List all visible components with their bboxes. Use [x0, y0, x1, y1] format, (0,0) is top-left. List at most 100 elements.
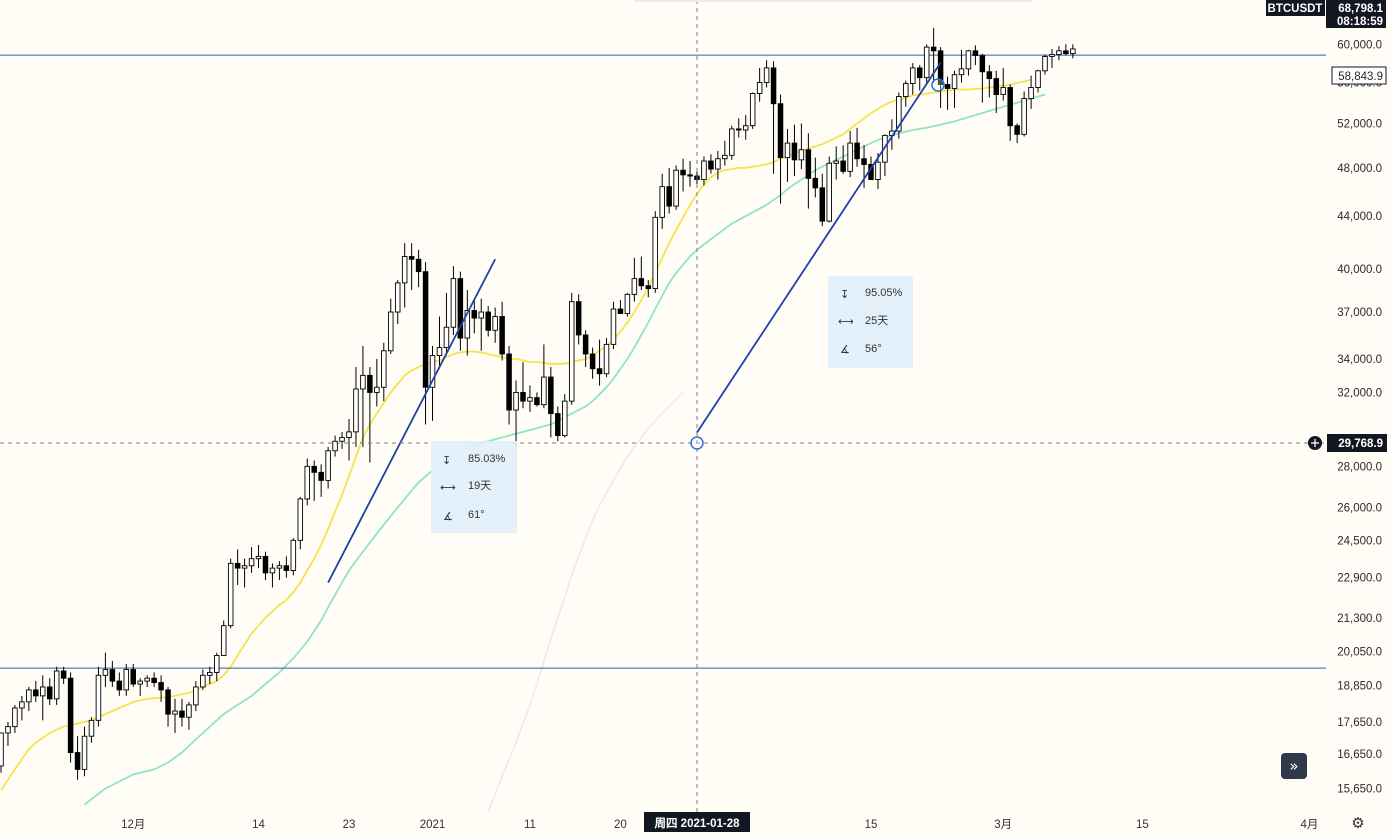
measure-box-1-bg — [431, 441, 517, 533]
candle-body — [763, 67, 770, 83]
trend-anchor-end[interactable] — [931, 78, 945, 92]
measure-2-percent: 95.05% — [865, 287, 903, 299]
candle — [478, 298, 484, 351]
candle-body — [144, 677, 150, 682]
scroll-to-latest-button[interactable]: » — [1281, 753, 1307, 779]
candle — [234, 549, 241, 586]
candle — [659, 173, 665, 229]
candle-body — [290, 539, 297, 571]
candle — [1049, 48, 1055, 68]
candle — [450, 266, 457, 335]
candle — [290, 538, 297, 576]
candle-body — [492, 316, 498, 331]
candle-body — [910, 67, 916, 84]
candle — [708, 154, 714, 174]
candle — [742, 115, 749, 140]
double-chevron-right-icon: » — [1289, 757, 1299, 775]
x-axis[interactable]: 12月 14 23 2021 11 20 15 3月 15 4月 — [121, 819, 1318, 831]
candle-body — [102, 669, 109, 676]
candle-body — [109, 669, 116, 682]
candle-body — [903, 83, 909, 98]
x-tick-label: 23 — [343, 819, 356, 831]
candle-body — [729, 128, 735, 156]
x-tick-label: 4月 — [1301, 819, 1319, 831]
measure-box-2[interactable]: ↧ 95.05% ⟷ 25天 ∡ 56° — [828, 276, 913, 368]
candle — [903, 80, 909, 107]
candle — [102, 652, 109, 687]
candle — [624, 292, 631, 317]
candle-body — [722, 154, 728, 160]
trend-anchor-start[interactable] — [690, 436, 704, 450]
candle — [186, 701, 192, 730]
candle-body — [40, 686, 46, 697]
x-tick-label: 14 — [252, 819, 265, 831]
candle-body — [74, 752, 81, 770]
y-tick-label: 22,900.0 — [1337, 573, 1382, 585]
candle — [220, 620, 227, 656]
candle-body — [422, 271, 429, 388]
candle-body — [415, 258, 422, 273]
candle — [582, 330, 589, 368]
x-tick-label: 11 — [524, 819, 536, 831]
candle — [276, 561, 283, 581]
candle-body — [506, 353, 512, 411]
candle — [26, 686, 32, 712]
candle-body — [450, 278, 457, 328]
candle-body — [346, 431, 352, 438]
measure-1-days: 19天 — [468, 480, 491, 492]
candle-body — [26, 689, 32, 703]
candle-body — [777, 103, 784, 159]
x-tick-label: 3月 — [994, 819, 1012, 831]
candle — [1070, 44, 1076, 59]
y-tick-label: 32,000.0 — [1337, 387, 1382, 399]
candle-body — [367, 374, 373, 393]
symbol-label: BTCUSDT — [1268, 3, 1323, 15]
candle-body — [638, 278, 645, 287]
candle — [311, 460, 317, 502]
measure-box-1[interactable]: ↧ 85.03% ⟷ 19天 ∡ 61° — [431, 441, 517, 533]
candle — [555, 406, 561, 442]
candle — [826, 156, 832, 223]
candle — [116, 672, 123, 696]
candle-body — [541, 376, 547, 406]
y-tick-label: 52,000.0 — [1337, 119, 1382, 131]
candle-body — [513, 391, 519, 411]
candle-body — [478, 311, 484, 319]
candle — [1021, 91, 1027, 137]
angle-icon: ∡ — [840, 344, 850, 356]
candle-body — [46, 686, 53, 700]
candle — [360, 345, 366, 447]
candle-body — [353, 388, 359, 433]
candle — [5, 721, 11, 746]
candle-body — [165, 689, 171, 715]
candle — [60, 666, 67, 685]
candle-body — [137, 680, 143, 685]
candle — [951, 70, 958, 108]
candle — [443, 292, 450, 356]
candle — [144, 675, 150, 687]
x-tick-label: 15 — [1136, 819, 1149, 831]
candle — [534, 392, 540, 407]
candle-body — [798, 149, 805, 161]
candle — [784, 128, 791, 182]
measure-2-days: 25天 — [865, 315, 888, 327]
ma-short-line — [0, 78, 1032, 791]
candle-body — [742, 125, 749, 131]
candle-body — [527, 397, 533, 402]
crosshair-date-tag — [644, 812, 750, 832]
candle-body — [179, 710, 185, 718]
gear-icon[interactable]: ⚙ — [1351, 814, 1365, 832]
candle — [819, 173, 826, 227]
candle-body — [610, 308, 617, 345]
candle — [763, 60, 770, 88]
candle — [603, 338, 610, 378]
candle — [506, 345, 512, 425]
candle — [158, 675, 164, 702]
candle-body — [923, 46, 930, 79]
candle — [394, 280, 401, 325]
measure-box-2-bg — [828, 276, 913, 368]
candle-body — [283, 565, 290, 571]
trendlines-layer[interactable] — [327, 62, 942, 583]
